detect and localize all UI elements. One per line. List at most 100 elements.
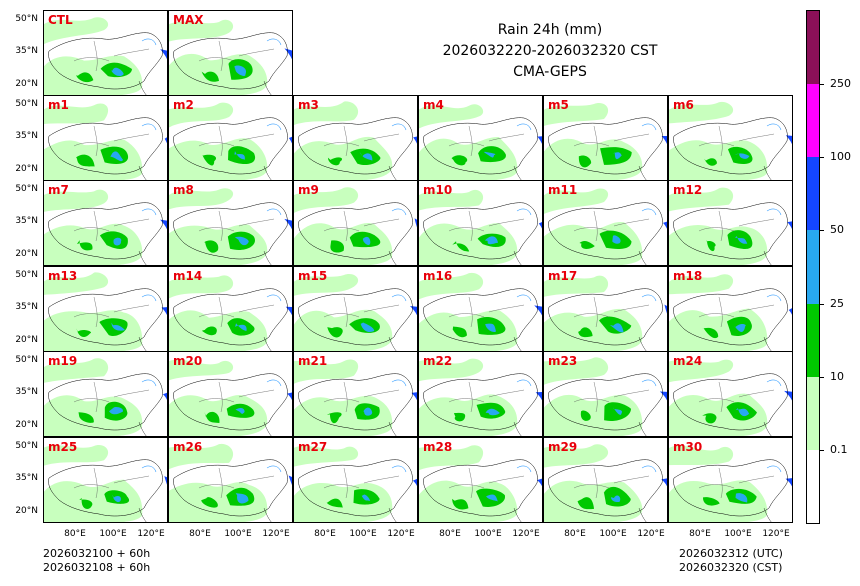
panel-label: m4 <box>423 98 444 112</box>
colorbar-tick <box>820 449 824 451</box>
panel-label: m11 <box>548 183 578 197</box>
lat-tick-label: 20°N <box>15 335 38 345</box>
colorbar-label: 250 <box>830 77 851 91</box>
panel-label: m19 <box>48 354 78 368</box>
lat-tick-label: 20°N <box>15 79 38 89</box>
map-panel-m27: m27 <box>293 437 418 523</box>
panel-label: m7 <box>48 183 69 197</box>
title-line-2: 2026032220-2026032320 CST <box>442 43 658 59</box>
map-panel-m24: m24 <box>668 351 793 437</box>
map-panel-m9: m9 <box>293 180 418 266</box>
lon-tick-label: 120°E <box>262 529 290 539</box>
lon-tick-label: 120°E <box>137 529 165 539</box>
lat-tick-label: 35°N <box>15 473 38 483</box>
colorbar-label: 10 <box>830 369 844 383</box>
panel-label: m25 <box>48 440 78 454</box>
lat-tick-label: 35°N <box>15 131 38 141</box>
panel-label: m13 <box>48 269 78 283</box>
lat-tick-label: 35°N <box>15 387 38 397</box>
lat-tick-label: 50°N <box>15 14 38 24</box>
lat-tick-label: 50°N <box>15 99 38 109</box>
lat-tick-label: 50°N <box>15 441 38 451</box>
panel-label: m18 <box>673 269 703 283</box>
map-panel-m11: m11 <box>543 180 668 266</box>
panel-label: m10 <box>423 183 453 197</box>
colorbar-label: 50 <box>830 223 844 237</box>
panel-label: m28 <box>423 440 453 454</box>
map-panel-m1: m1 <box>43 95 168 181</box>
panel-label: m26 <box>173 440 203 454</box>
map-panel-m29: m29 <box>543 437 668 523</box>
footer-left-line-2: 2026032108 + 60h <box>43 561 151 574</box>
footer-left-line-1: 2026032100 + 60h <box>43 547 151 560</box>
map-panel-m14: m14 <box>168 266 293 352</box>
lon-tick-label: 120°E <box>762 529 790 539</box>
lat-tick-label: 35°N <box>15 46 38 56</box>
panel-label: m1 <box>48 98 69 112</box>
map-panel-m6: m6 <box>668 95 793 181</box>
colorbar-tick <box>820 84 824 86</box>
colorbar-segment <box>807 157 819 231</box>
map-panel-max: MAX <box>168 10 293 96</box>
map-panel-m12: m12 <box>668 180 793 266</box>
map-panel-m16: m16 <box>418 266 543 352</box>
lon-tick-label: 80°E <box>64 529 86 539</box>
lat-tick-label: 50°N <box>15 184 38 194</box>
lat-tick-label: 50°N <box>15 270 38 280</box>
map-panel-m15: m15 <box>293 266 418 352</box>
footer-right: 2026032312 (UTC) 2026032320 (CST) <box>679 547 783 575</box>
panel-label: m22 <box>423 354 453 368</box>
lat-tick-label: 20°N <box>15 164 38 174</box>
map-panel-m25: m25 <box>43 437 168 523</box>
map-panel-m3: m3 <box>293 95 418 181</box>
panel-label: m17 <box>548 269 578 283</box>
colorbar-segment <box>807 449 819 523</box>
lat-tick-label: 35°N <box>15 216 38 226</box>
lon-tick-label: 100°E <box>599 529 627 539</box>
panel-label: m29 <box>548 440 578 454</box>
panel-label: m9 <box>298 183 319 197</box>
colorbar-tick <box>820 376 824 378</box>
lon-tick-label: 120°E <box>512 529 540 539</box>
map-panel-m2: m2 <box>168 95 293 181</box>
colorbar-tick <box>820 303 824 305</box>
colorbar-segment <box>807 230 819 304</box>
panel-label: m5 <box>548 98 569 112</box>
footer-right-line-1: 2026032312 (UTC) <box>679 547 783 560</box>
panel-label: m23 <box>548 354 578 368</box>
panel-label: m3 <box>298 98 319 112</box>
panel-label: m8 <box>173 183 194 197</box>
map-panel-m22: m22 <box>418 351 543 437</box>
panel-label: m14 <box>173 269 203 283</box>
lon-tick-label: 120°E <box>637 529 665 539</box>
map-panel-m18: m18 <box>668 266 793 352</box>
map-panel-m10: m10 <box>418 180 543 266</box>
panel-label: m20 <box>173 354 203 368</box>
colorbar-tick <box>820 230 824 232</box>
lon-tick-label: 100°E <box>474 529 502 539</box>
footer-left: 2026032100 + 60h 2026032108 + 60h <box>43 547 150 575</box>
panel-label: m21 <box>298 354 328 368</box>
lat-tick-label: 20°N <box>15 506 38 516</box>
colorbar-label: 25 <box>830 296 844 310</box>
map-panel-m20: m20 <box>168 351 293 437</box>
map-panel-m17: m17 <box>543 266 668 352</box>
map-panel-m4: m4 <box>418 95 543 181</box>
map-panel-m19: m19 <box>43 351 168 437</box>
lat-tick-label: 35°N <box>15 302 38 312</box>
map-panel-m5: m5 <box>543 95 668 181</box>
lon-tick-label: 120°E <box>387 529 415 539</box>
title-line-3: CMA-GEPS <box>513 64 587 80</box>
map-panel-m23: m23 <box>543 351 668 437</box>
colorbar-segment <box>807 303 819 377</box>
panel-label: m24 <box>673 354 703 368</box>
lon-tick-label: 80°E <box>564 529 586 539</box>
panel-label: m6 <box>673 98 694 112</box>
panel-label: m16 <box>423 269 453 283</box>
map-panel-m8: m8 <box>168 180 293 266</box>
colorbar-segment <box>807 84 819 158</box>
lon-tick-label: 80°E <box>439 529 461 539</box>
map-panel-m21: m21 <box>293 351 418 437</box>
map-panel-m13: m13 <box>43 266 168 352</box>
